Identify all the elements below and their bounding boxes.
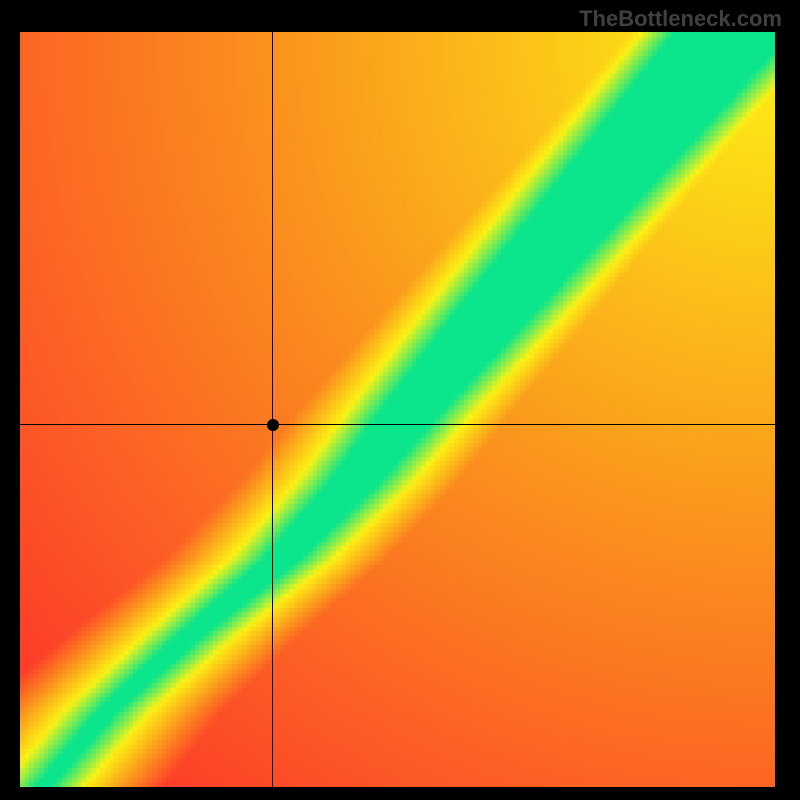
crosshair-marker-dot xyxy=(267,419,279,431)
heatmap-canvas xyxy=(20,32,775,787)
heatmap-plot-area xyxy=(20,32,775,787)
watermark-text: TheBottleneck.com xyxy=(579,6,782,32)
crosshair-vertical-line xyxy=(272,32,273,787)
crosshair-horizontal-line xyxy=(20,424,775,425)
